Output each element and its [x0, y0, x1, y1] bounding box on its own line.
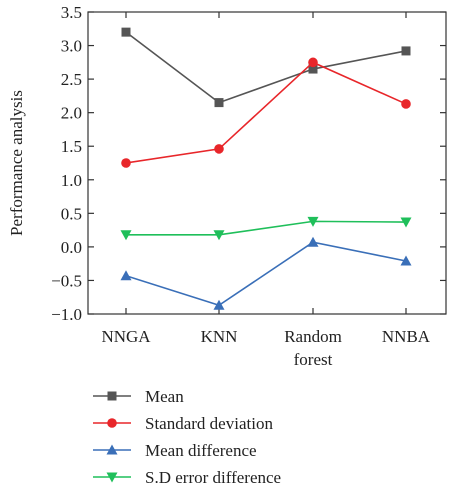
series-standard-deviation — [121, 57, 411, 168]
x-tick-label: KNN — [201, 327, 238, 346]
y-tick-label: 3.0 — [61, 37, 82, 56]
legend-label: Standard deviation — [145, 414, 273, 433]
legend-item: S.D error difference — [93, 468, 281, 487]
data-point-circle — [121, 158, 131, 168]
data-point-square — [401, 46, 411, 56]
series-mean — [121, 27, 411, 108]
legend-item: Standard deviation — [93, 414, 273, 433]
data-point-triangle-up — [120, 270, 132, 281]
data-point-triangle-down — [213, 230, 225, 241]
data-point-circle — [401, 99, 411, 109]
x-tick-label: forest — [294, 350, 333, 369]
legend-label: Mean difference — [145, 441, 257, 460]
data-point-triangle-up — [106, 444, 118, 455]
series-line — [125, 241, 407, 307]
data-point-circle — [214, 144, 224, 154]
series-layer — [120, 27, 412, 310]
legend-item: Mean difference — [93, 441, 257, 460]
x-tick-label: Random — [284, 327, 342, 346]
data-point-triangle-up — [400, 255, 412, 266]
series-mean-difference — [120, 236, 412, 310]
data-point-triangle-up — [213, 299, 225, 310]
data-point-square — [308, 64, 318, 74]
plot-frame — [87, 11, 447, 315]
y-tick-label: 2.0 — [61, 104, 82, 123]
x-tick-label: NNBA — [382, 327, 431, 346]
y-tick-label: −1.0 — [51, 305, 82, 324]
series-line — [125, 31, 407, 104]
y-axis-label: Performance analysis — [7, 90, 26, 236]
y-tick-label: −0.5 — [51, 271, 82, 290]
data-point-square — [121, 27, 131, 37]
data-point-circle — [308, 57, 318, 68]
legend-label: Mean — [145, 387, 184, 406]
data-point-triangle-up — [307, 236, 319, 247]
data-point-triangle-down — [106, 472, 118, 483]
y-tick-label: 3.5 — [61, 3, 82, 22]
x-tick-label: NNGA — [101, 327, 151, 346]
legend-label: S.D error difference — [145, 468, 281, 487]
series-line — [126, 220, 407, 236]
y-tick-label: 0.5 — [61, 204, 82, 223]
legend: Mean Standard deviation Mean difference S.D… — [93, 387, 281, 487]
y-tick-label: 1.5 — [61, 137, 82, 156]
y-tick-label: 1.0 — [61, 171, 82, 190]
data-point-square — [214, 98, 224, 108]
data-point-square — [107, 391, 117, 401]
series-line — [125, 61, 407, 164]
series-s-d-error-difference — [120, 216, 412, 241]
data-point-triangle-down — [400, 217, 412, 228]
legend-item: Mean — [93, 387, 184, 406]
data-point-triangle-down — [307, 216, 319, 227]
y-tick-label: 0.0 — [61, 238, 82, 257]
data-point-circle — [107, 418, 117, 428]
data-point-triangle-down — [120, 230, 132, 241]
x-axis: NNGA KNN Random forest NNBA — [101, 12, 431, 369]
y-axis: −1.0 −0.5 0.0 0.5 1.0 1.5 2.0 2.5 3.0 3.5 — [51, 3, 446, 324]
y-tick-label: 2.5 — [61, 70, 82, 89]
